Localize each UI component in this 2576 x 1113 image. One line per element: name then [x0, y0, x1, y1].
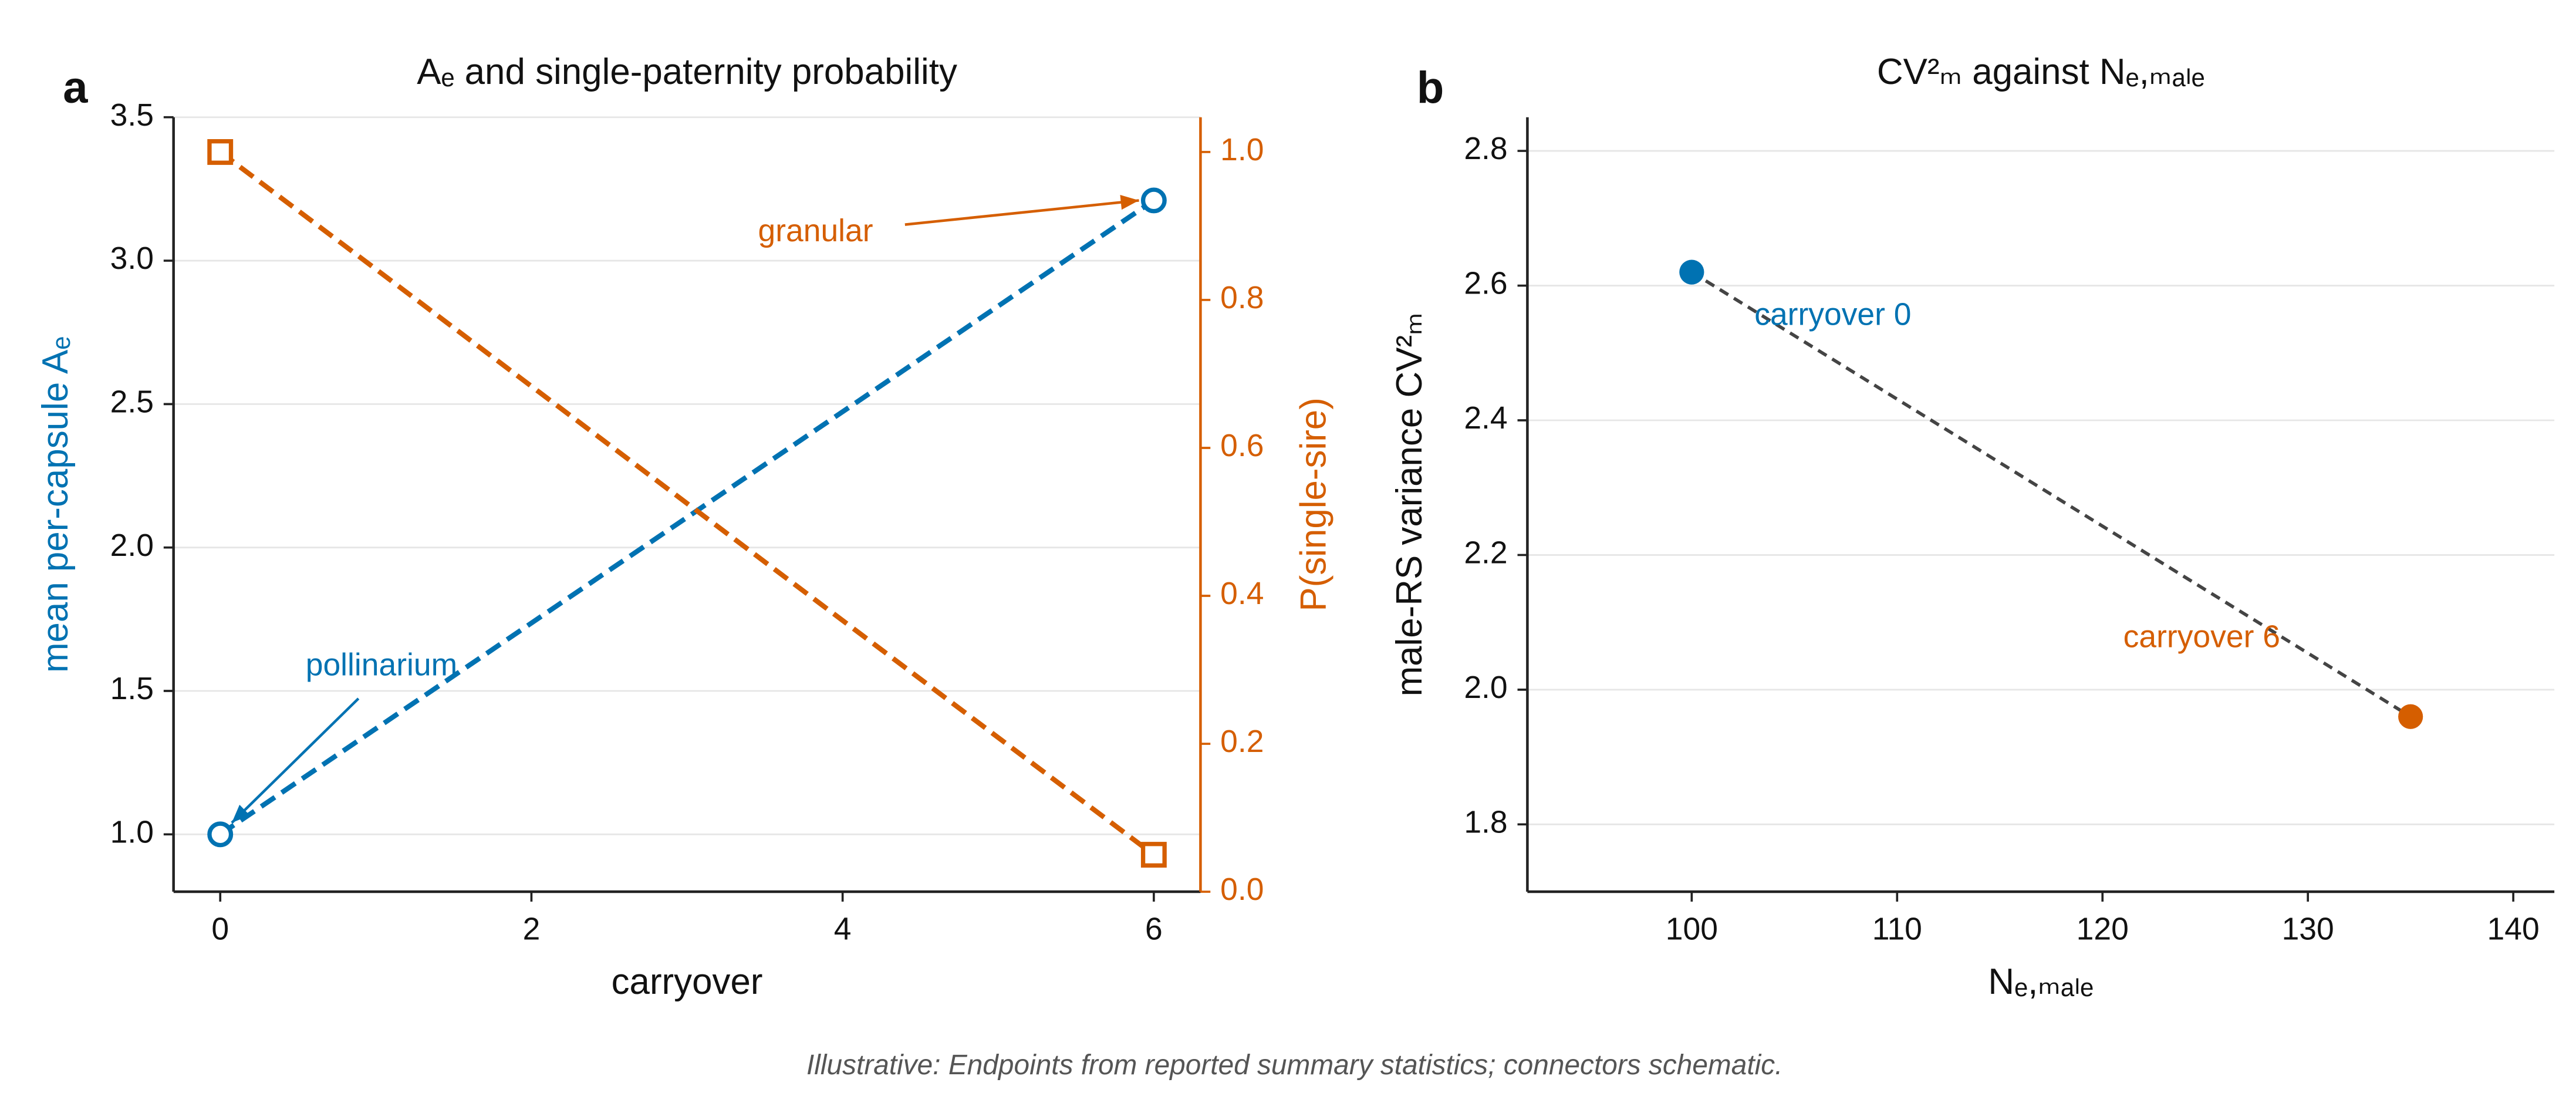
y2-tick-label: 0.0	[1220, 872, 1264, 907]
y-tick-label: 3.5	[110, 98, 154, 133]
x-tick-label: 130	[2282, 912, 2334, 947]
x-tick-label: 120	[2077, 912, 2129, 947]
y2-tick-label: 1.0	[1220, 133, 1264, 167]
y-axis-label: male-RS variance CV²ₘ	[1389, 312, 1430, 696]
y-tick-label: 2.5	[110, 385, 154, 419]
chart-title: CV²ₘ against Nₑ,ₘₐₗₑ	[1877, 52, 2205, 92]
series-line	[218, 198, 1156, 837]
chart-title: Aₑ and single-paternity probability	[417, 52, 957, 92]
arrow-head	[231, 804, 250, 823]
y-tick-label: 3.0	[110, 241, 154, 276]
y-tick-label: 1.5	[110, 672, 154, 706]
point-label: carryover 6	[2123, 620, 2280, 655]
annotation: granular	[758, 214, 873, 248]
connector	[1690, 271, 2412, 719]
x-tick-label: 4	[834, 912, 852, 947]
y-tick-label: 1.8	[1464, 805, 1507, 839]
y2-tick-label: 0.6	[1220, 429, 1264, 463]
x-axis-label: carryover	[612, 962, 763, 1002]
y-tick-label: 2.4	[1464, 401, 1507, 436]
marker	[207, 139, 234, 165]
y2-tick-label: 0.8	[1220, 281, 1264, 315]
series-line	[218, 150, 1156, 857]
panel-label: a	[63, 63, 88, 113]
marker	[1140, 842, 1167, 868]
x-tick-label: 2	[523, 912, 541, 947]
point	[1679, 259, 1704, 285]
y2-axis-label: P(single-sire)	[1294, 397, 1334, 611]
x-tick-label: 6	[1145, 912, 1163, 947]
annotation: pollinarium	[306, 648, 457, 683]
marker	[207, 821, 234, 848]
x-tick-label: 140	[2487, 912, 2540, 947]
y-axis-label: mean per-capsule Aₑ	[35, 336, 76, 673]
point	[2398, 704, 2423, 729]
point-label: carryover 0	[1754, 298, 1911, 332]
caption: Illustrative: Endpoints from reported su…	[806, 1050, 1782, 1081]
x-tick-label: 110	[1872, 912, 1922, 947]
y-tick-label: 2.6	[1464, 267, 1507, 301]
y2-tick-label: 0.2	[1220, 724, 1264, 759]
marker	[1140, 187, 1167, 214]
annotation-arrow	[231, 697, 360, 824]
y-tick-label: 2.0	[110, 528, 154, 563]
panel-label: b	[1417, 63, 1444, 113]
x-tick-label: 100	[1666, 912, 1718, 947]
arrow-head	[1120, 195, 1139, 210]
y-tick-label: 2.2	[1464, 536, 1507, 571]
x-tick-label: 0	[211, 912, 229, 947]
y2-tick-label: 0.4	[1220, 576, 1264, 611]
annotation-arrow	[904, 199, 1139, 226]
y-tick-label: 2.8	[1464, 131, 1507, 166]
y-tick-label: 1.0	[110, 815, 154, 849]
y-tick-label: 2.0	[1464, 670, 1507, 705]
x-axis-label: Nₑ,ₘₐₗₑ	[1988, 962, 2094, 1002]
